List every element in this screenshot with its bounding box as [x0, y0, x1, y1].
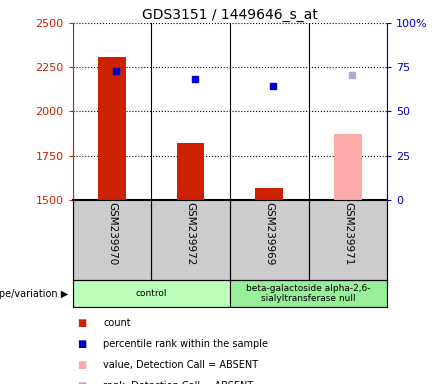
Text: count: count — [103, 318, 131, 328]
Text: rank, Detection Call = ABSENT: rank, Detection Call = ABSENT — [103, 381, 253, 384]
Bar — [98, 56, 126, 200]
Text: genotype/variation ▶: genotype/variation ▶ — [0, 289, 68, 299]
Text: GSM239969: GSM239969 — [264, 202, 274, 265]
Text: ■: ■ — [77, 339, 86, 349]
Text: ■: ■ — [77, 381, 86, 384]
Bar — [177, 143, 204, 200]
Text: beta-galactoside alpha-2,6-
sialyltransferase null: beta-galactoside alpha-2,6- sialyltransf… — [246, 284, 371, 303]
Text: ■: ■ — [77, 318, 86, 328]
Text: GSM239972: GSM239972 — [186, 202, 195, 265]
Bar — [256, 188, 283, 200]
Text: percentile rank within the sample: percentile rank within the sample — [103, 339, 268, 349]
Bar — [230, 280, 387, 307]
Title: GDS3151 / 1449646_s_at: GDS3151 / 1449646_s_at — [142, 8, 318, 22]
Text: ■: ■ — [77, 360, 86, 370]
Bar — [334, 134, 362, 200]
Bar — [73, 280, 230, 307]
Text: value, Detection Call = ABSENT: value, Detection Call = ABSENT — [103, 360, 259, 370]
Text: GSM239971: GSM239971 — [343, 202, 353, 265]
Text: control: control — [136, 289, 167, 298]
Text: GSM239970: GSM239970 — [107, 202, 117, 265]
